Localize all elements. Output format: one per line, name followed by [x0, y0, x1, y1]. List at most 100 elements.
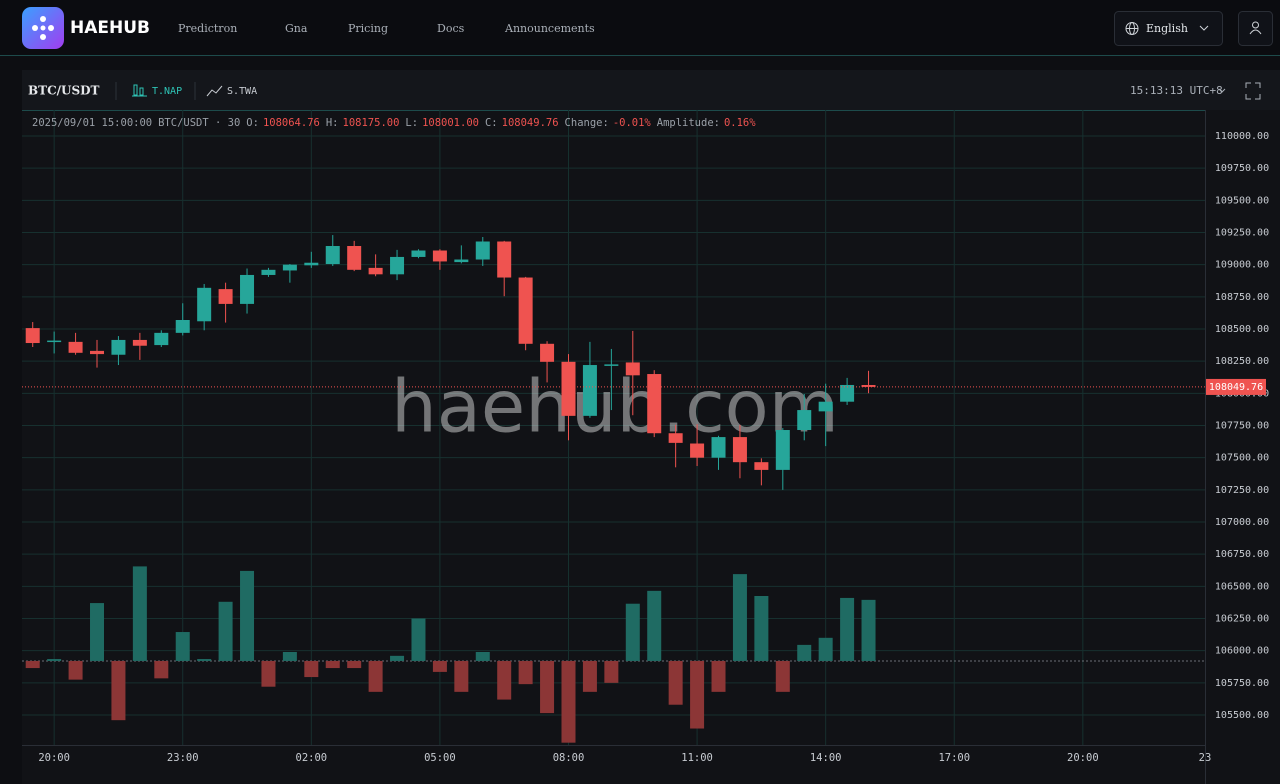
indicator-bar [818, 637, 833, 661]
chevron [1218, 88, 1226, 93]
navbar [0, 0, 1280, 55]
indicator-bar [411, 618, 426, 661]
indicator-bar [175, 632, 190, 661]
y-tick-label: 109750.00 [1215, 163, 1269, 174]
y-tick-label: 107250.00 [1215, 485, 1269, 496]
brand[interactable]: HAEHUB [70, 18, 150, 38]
indicator-bar [25, 660, 40, 669]
indicator-bar [518, 660, 533, 685]
y-tick-label: 109500.00 [1215, 195, 1269, 206]
x-tick-label: 05:00 [424, 752, 456, 764]
price-axis [1205, 110, 1280, 784]
indicator-bar [218, 601, 233, 661]
candle-body [25, 328, 40, 344]
indicator-bar [325, 660, 340, 669]
candle-body [582, 365, 597, 416]
indicator-button[interactable]: T.NAP [152, 86, 182, 97]
candle-body [282, 264, 297, 271]
candle-body [497, 241, 512, 278]
y-tick-label: 106250.00 [1215, 614, 1269, 625]
y-tick-label: 108250.00 [1215, 356, 1269, 367]
chart-area [22, 110, 1280, 784]
indicator-bar [432, 660, 447, 672]
fullscreen-button[interactable] [1245, 82, 1261, 100]
candle-body [840, 384, 855, 402]
nav-link[interactable]: Pricing [348, 22, 388, 35]
x-tick-label: 23:00 [167, 752, 199, 764]
ohlc-info: 2025/09/01 15:00:00 BTC/USDT · 30 O: 108064… [32, 117, 756, 129]
candle-body [325, 246, 340, 265]
indicator-bar [197, 659, 212, 661]
y-tick-label: 110000.00 [1215, 131, 1269, 142]
indicator-bar [368, 660, 383, 692]
indicator-bar [754, 595, 769, 661]
nav-link[interactable]: Announcements [504, 22, 595, 35]
plot [22, 235, 1205, 743]
candle-body [90, 350, 105, 355]
candle-body [475, 241, 490, 260]
indicator-bar [647, 590, 662, 661]
y-tick-label: 107000.00 [1215, 517, 1269, 528]
candle-body [754, 462, 769, 470]
candle-body [604, 364, 619, 366]
indicator-bar [840, 597, 855, 661]
symbol[interactable]: BTC/USDT [28, 84, 100, 98]
language-button[interactable] [1114, 11, 1223, 46]
info-value: 108049.76 [502, 117, 559, 129]
indicator-bar [604, 660, 619, 683]
toolbar [22, 70, 1280, 110]
indicator-bar [582, 660, 597, 692]
y-tick-label: 105750.00 [1215, 678, 1269, 689]
y-tick-label: 107500.00 [1215, 453, 1269, 464]
indicator-bar [625, 603, 640, 661]
y-tick-label: 105500.00 [1215, 710, 1269, 721]
indicator-bar [90, 603, 105, 661]
indicator-bar [390, 655, 405, 661]
info-value: 108175.00 [343, 117, 400, 129]
candle-body [797, 410, 812, 431]
info-value: -0.01% [613, 117, 652, 129]
y-tick-label: 106750.00 [1215, 549, 1269, 560]
x-tick-label: 11:00 [681, 752, 713, 764]
axes: 110000.00 109750.00 109500.00 109250.00 1090… [38, 131, 1269, 764]
candle-body [304, 262, 319, 266]
indicator-bar [304, 660, 319, 678]
candle-body [540, 343, 555, 362]
indicator-icon [206, 85, 223, 97]
globe-icon [1125, 22, 1139, 35]
info-datetime: 2025/09/01 15:00:00 [32, 117, 152, 129]
y-tick-label: 106500.00 [1215, 581, 1269, 592]
y-tick-label: 108750.00 [1215, 292, 1269, 303]
indicator-bar [47, 659, 62, 661]
y-tick-label: 106000.00 [1215, 646, 1269, 657]
nav-link[interactable]: Docs [437, 22, 465, 35]
clock[interactable]: 15:13:13 UTC+8 [1130, 84, 1223, 97]
candle-body [668, 433, 683, 443]
indicator-bar [732, 574, 747, 661]
candle-body [197, 287, 212, 322]
info-value: 0.16% [724, 117, 756, 129]
info-label: L: [405, 117, 418, 129]
indicator-bar [775, 660, 790, 692]
x-tick-label: 17:00 [938, 752, 970, 764]
candle-body [454, 259, 469, 263]
x-tick-label: 20:00 [1067, 752, 1099, 764]
candle-body [68, 341, 83, 353]
nav-link[interactable]: Predictron [178, 22, 237, 35]
nav-link[interactable]: Gna [285, 22, 308, 35]
candle-body [132, 339, 147, 346]
indicator-bar [111, 660, 126, 721]
candle-body [647, 374, 662, 434]
last-price-label: 108049.76 [1209, 382, 1263, 393]
info-label: C: [485, 117, 498, 129]
candle-body [368, 267, 383, 275]
info-label: Change: [565, 117, 609, 129]
candle-body [561, 361, 576, 416]
indicator-bar [68, 660, 83, 680]
info-value: 108064.76 [263, 117, 320, 129]
indicator-button[interactable]: S.TWA [227, 86, 257, 97]
indicator-bar [261, 660, 276, 687]
candle-body [154, 332, 169, 346]
x-tick-label: 14:00 [810, 752, 842, 764]
user-icon [1249, 21, 1262, 35]
